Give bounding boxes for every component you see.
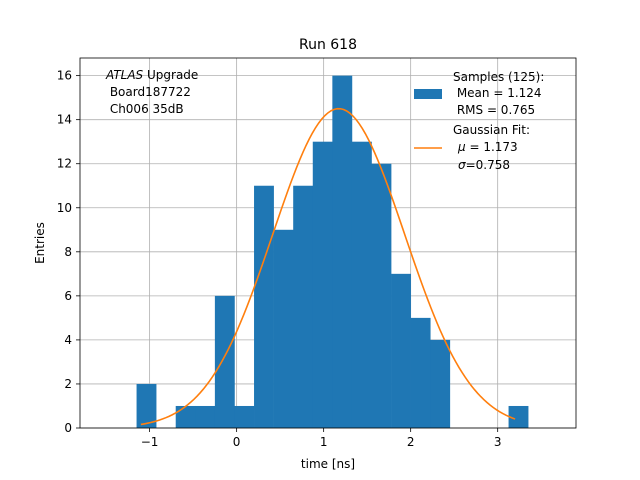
histogram-bar <box>508 405 529 428</box>
x-axis-ticks: −1 0 1 2 3 <box>141 428 502 449</box>
histogram-bar <box>371 163 392 428</box>
gaussian-fit-layer <box>140 107 516 426</box>
atlas-annotation: ATLAS Upgrade Board187722 Ch006 35dB <box>105 68 198 116</box>
x-tick-label: 3 <box>494 435 502 449</box>
legend-samples-mean: Mean = 1.124 <box>453 86 542 100</box>
x-tick-label: −1 <box>141 435 159 449</box>
legend-samples-swatch <box>414 89 442 99</box>
histogram-bar <box>234 405 255 428</box>
y-tick-label: 8 <box>64 245 72 259</box>
histogram-bar <box>136 383 157 428</box>
histogram-bar <box>410 317 431 428</box>
annotation-upgrade: Upgrade <box>143 68 198 82</box>
plot-frame <box>79 57 577 429</box>
legend: Samples (125): Mean = 1.124 RMS = 0.765 … <box>414 70 544 172</box>
legend-fit-title: Gaussian Fit: <box>453 123 530 137</box>
y-tick-label: 6 <box>64 289 72 303</box>
y-tick-label: 14 <box>57 113 72 127</box>
y-axis-label: Entries <box>33 222 47 264</box>
legend-samples-title: Samples (125): <box>453 70 544 84</box>
histogram-bar <box>430 339 451 428</box>
y-tick-label: 10 <box>57 201 72 215</box>
chart-title: Run 618 <box>299 37 357 53</box>
histogram-bar <box>351 141 372 428</box>
x-axis-label: time [ns] <box>301 457 355 471</box>
y-tick-label: 0 <box>64 421 72 435</box>
histogram-bar <box>214 295 235 428</box>
x-tick-label: 1 <box>320 435 328 449</box>
y-tick-label: 12 <box>57 157 72 171</box>
legend-mu-value: = 1.173 <box>466 140 518 154</box>
y-axis-ticks: 0 2 4 6 8 10 12 14 16 <box>57 69 80 435</box>
y-tick-label: 16 <box>57 69 72 83</box>
histogram-bar <box>195 405 216 428</box>
histogram-bar <box>293 185 314 428</box>
histogram-bar <box>332 75 353 428</box>
x-tick-label: 2 <box>407 435 415 449</box>
histogram-bar <box>312 141 333 428</box>
legend-sigma-symbol: σ <box>458 158 466 172</box>
x-tick-label: 0 <box>233 435 241 449</box>
y-tick-label: 2 <box>64 377 72 391</box>
histogram-bar <box>175 405 196 428</box>
annotation-line-1: ATLAS Upgrade <box>105 68 198 82</box>
legend-samples-rms: RMS = 0.765 <box>453 103 535 117</box>
legend-fit-sigma: σ=0.758 <box>458 158 510 172</box>
y-tick-label: 4 <box>64 333 72 347</box>
legend-sigma-value: =0.758 <box>466 158 510 172</box>
gaussian-fit-curve <box>140 107 516 426</box>
histogram-bar <box>273 229 294 428</box>
histogram-bar <box>391 273 411 428</box>
annotation-line-3: Ch006 35dB <box>106 102 184 116</box>
annotation-atlas: ATLAS <box>105 68 144 82</box>
legend-mu-symbol: μ <box>457 140 466 154</box>
legend-fit-mu: μ = 1.173 <box>457 140 518 154</box>
annotation-line-2: Board187722 <box>106 85 191 99</box>
histogram-bar <box>254 185 274 428</box>
